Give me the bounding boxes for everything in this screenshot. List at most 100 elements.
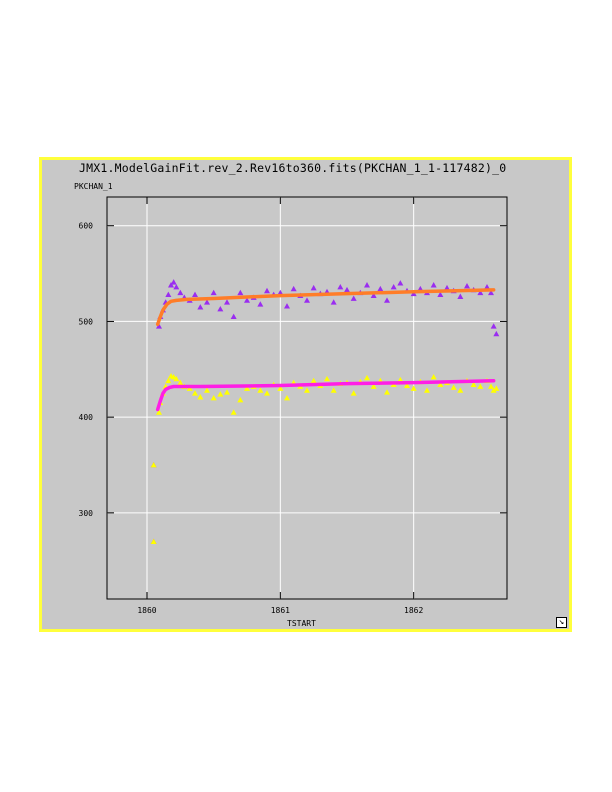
- chart: 1860 1861 1862 300 400 500 600 PKCHAN_1 TSTART: [74, 182, 508, 628]
- data-point: [437, 381, 444, 387]
- data-point: [457, 387, 464, 393]
- fit-line: [155, 379, 496, 412]
- plot-window: JMX1.ModelGainFit.rev_2.Rev16to360.fits(…: [39, 157, 572, 632]
- data-point: [493, 330, 500, 337]
- data-point: [257, 387, 264, 393]
- data-point: [264, 390, 270, 396]
- data-point: [477, 383, 484, 389]
- data-point: [337, 283, 344, 290]
- data-point: [230, 409, 237, 415]
- x-axis-title: TSTART: [287, 619, 316, 628]
- data-point: [444, 284, 450, 291]
- data-point: [477, 289, 484, 296]
- plot-area: [106, 196, 508, 600]
- data-point: [173, 283, 180, 290]
- y-tick-label: 400: [79, 413, 94, 422]
- data-point: [277, 289, 284, 296]
- data-point: [224, 389, 230, 395]
- data-point: [304, 387, 310, 393]
- data-point: [397, 376, 404, 383]
- data-point: [304, 297, 310, 303]
- data-point: [470, 381, 477, 387]
- data-point: [210, 289, 217, 296]
- data-point: [197, 394, 204, 400]
- y-tick-label: 600: [79, 222, 94, 231]
- data-point: [490, 323, 497, 329]
- data-point: [330, 387, 337, 393]
- data-point: [464, 283, 470, 289]
- data-point: [437, 291, 444, 298]
- data-point: [404, 382, 410, 388]
- data-point: [310, 377, 317, 384]
- data-point: [324, 375, 330, 382]
- data-point: [330, 299, 337, 305]
- data-point: [177, 379, 184, 386]
- data-point: [150, 462, 157, 468]
- plot-title: JMX1.ModelGainFit.rev_2.Rev16to360.fits(…: [79, 161, 507, 175]
- data-point: [493, 385, 500, 391]
- series-0: [150, 279, 500, 544]
- data-point: [217, 305, 224, 312]
- x-tick-label: 1860: [137, 606, 156, 615]
- data-point: [370, 292, 377, 298]
- fit-line: [155, 288, 496, 327]
- data-point: [173, 375, 180, 382]
- data-point: [488, 383, 494, 389]
- data-point: [170, 279, 177, 285]
- data-point: [224, 299, 230, 305]
- series-1: [155, 288, 496, 327]
- data-point: [284, 395, 290, 401]
- series-layer: [150, 279, 500, 544]
- data-point: [457, 293, 464, 299]
- data-point: [488, 289, 494, 296]
- data-point: [350, 295, 357, 301]
- data-point: [177, 289, 184, 296]
- data-point: [377, 285, 384, 292]
- data-point: [344, 286, 350, 293]
- data-point: [197, 304, 204, 310]
- data-point: [284, 303, 290, 309]
- data-point: [156, 323, 162, 329]
- series-2: [150, 372, 500, 544]
- y-tick-label: 500: [79, 317, 94, 326]
- resize-handle-icon[interactable]: ↘: [556, 617, 567, 628]
- data-point: [217, 391, 224, 397]
- data-point: [264, 287, 270, 294]
- data-point: [277, 385, 284, 391]
- data-point: [192, 291, 198, 298]
- grid-layer: [107, 197, 507, 599]
- series-3: [155, 379, 496, 412]
- data-point: [165, 377, 172, 384]
- data-point: [430, 282, 437, 288]
- data-point: [410, 385, 417, 391]
- data-point: [397, 280, 404, 286]
- x-tick-label: 1861: [271, 606, 290, 615]
- tick-layer: 1860 1861 1862 300 400 500 600: [79, 197, 507, 615]
- data-point: [204, 387, 210, 393]
- y-axis-title: PKCHAN_1: [74, 182, 113, 191]
- data-point: [310, 284, 317, 291]
- data-point: [150, 538, 157, 544]
- data-point: [290, 285, 297, 292]
- data-point: [257, 301, 264, 307]
- data-point: [350, 390, 357, 396]
- x-tick-label: 1862: [404, 606, 423, 615]
- data-point: [424, 387, 430, 393]
- data-point: [384, 297, 390, 303]
- data-point: [156, 409, 162, 415]
- data-point: [230, 313, 237, 320]
- data-point: [490, 387, 497, 393]
- data-point: [450, 384, 457, 390]
- data-point: [210, 395, 217, 401]
- data-point: [364, 374, 370, 381]
- data-point: [484, 283, 490, 290]
- data-point: [192, 390, 198, 396]
- data-point: [204, 299, 210, 305]
- data-point: [364, 282, 370, 288]
- data-point: [244, 385, 250, 391]
- data-point: [390, 283, 397, 290]
- data-point: [370, 383, 377, 389]
- data-point: [384, 389, 390, 395]
- data-point: [244, 297, 250, 303]
- data-point: [165, 291, 172, 298]
